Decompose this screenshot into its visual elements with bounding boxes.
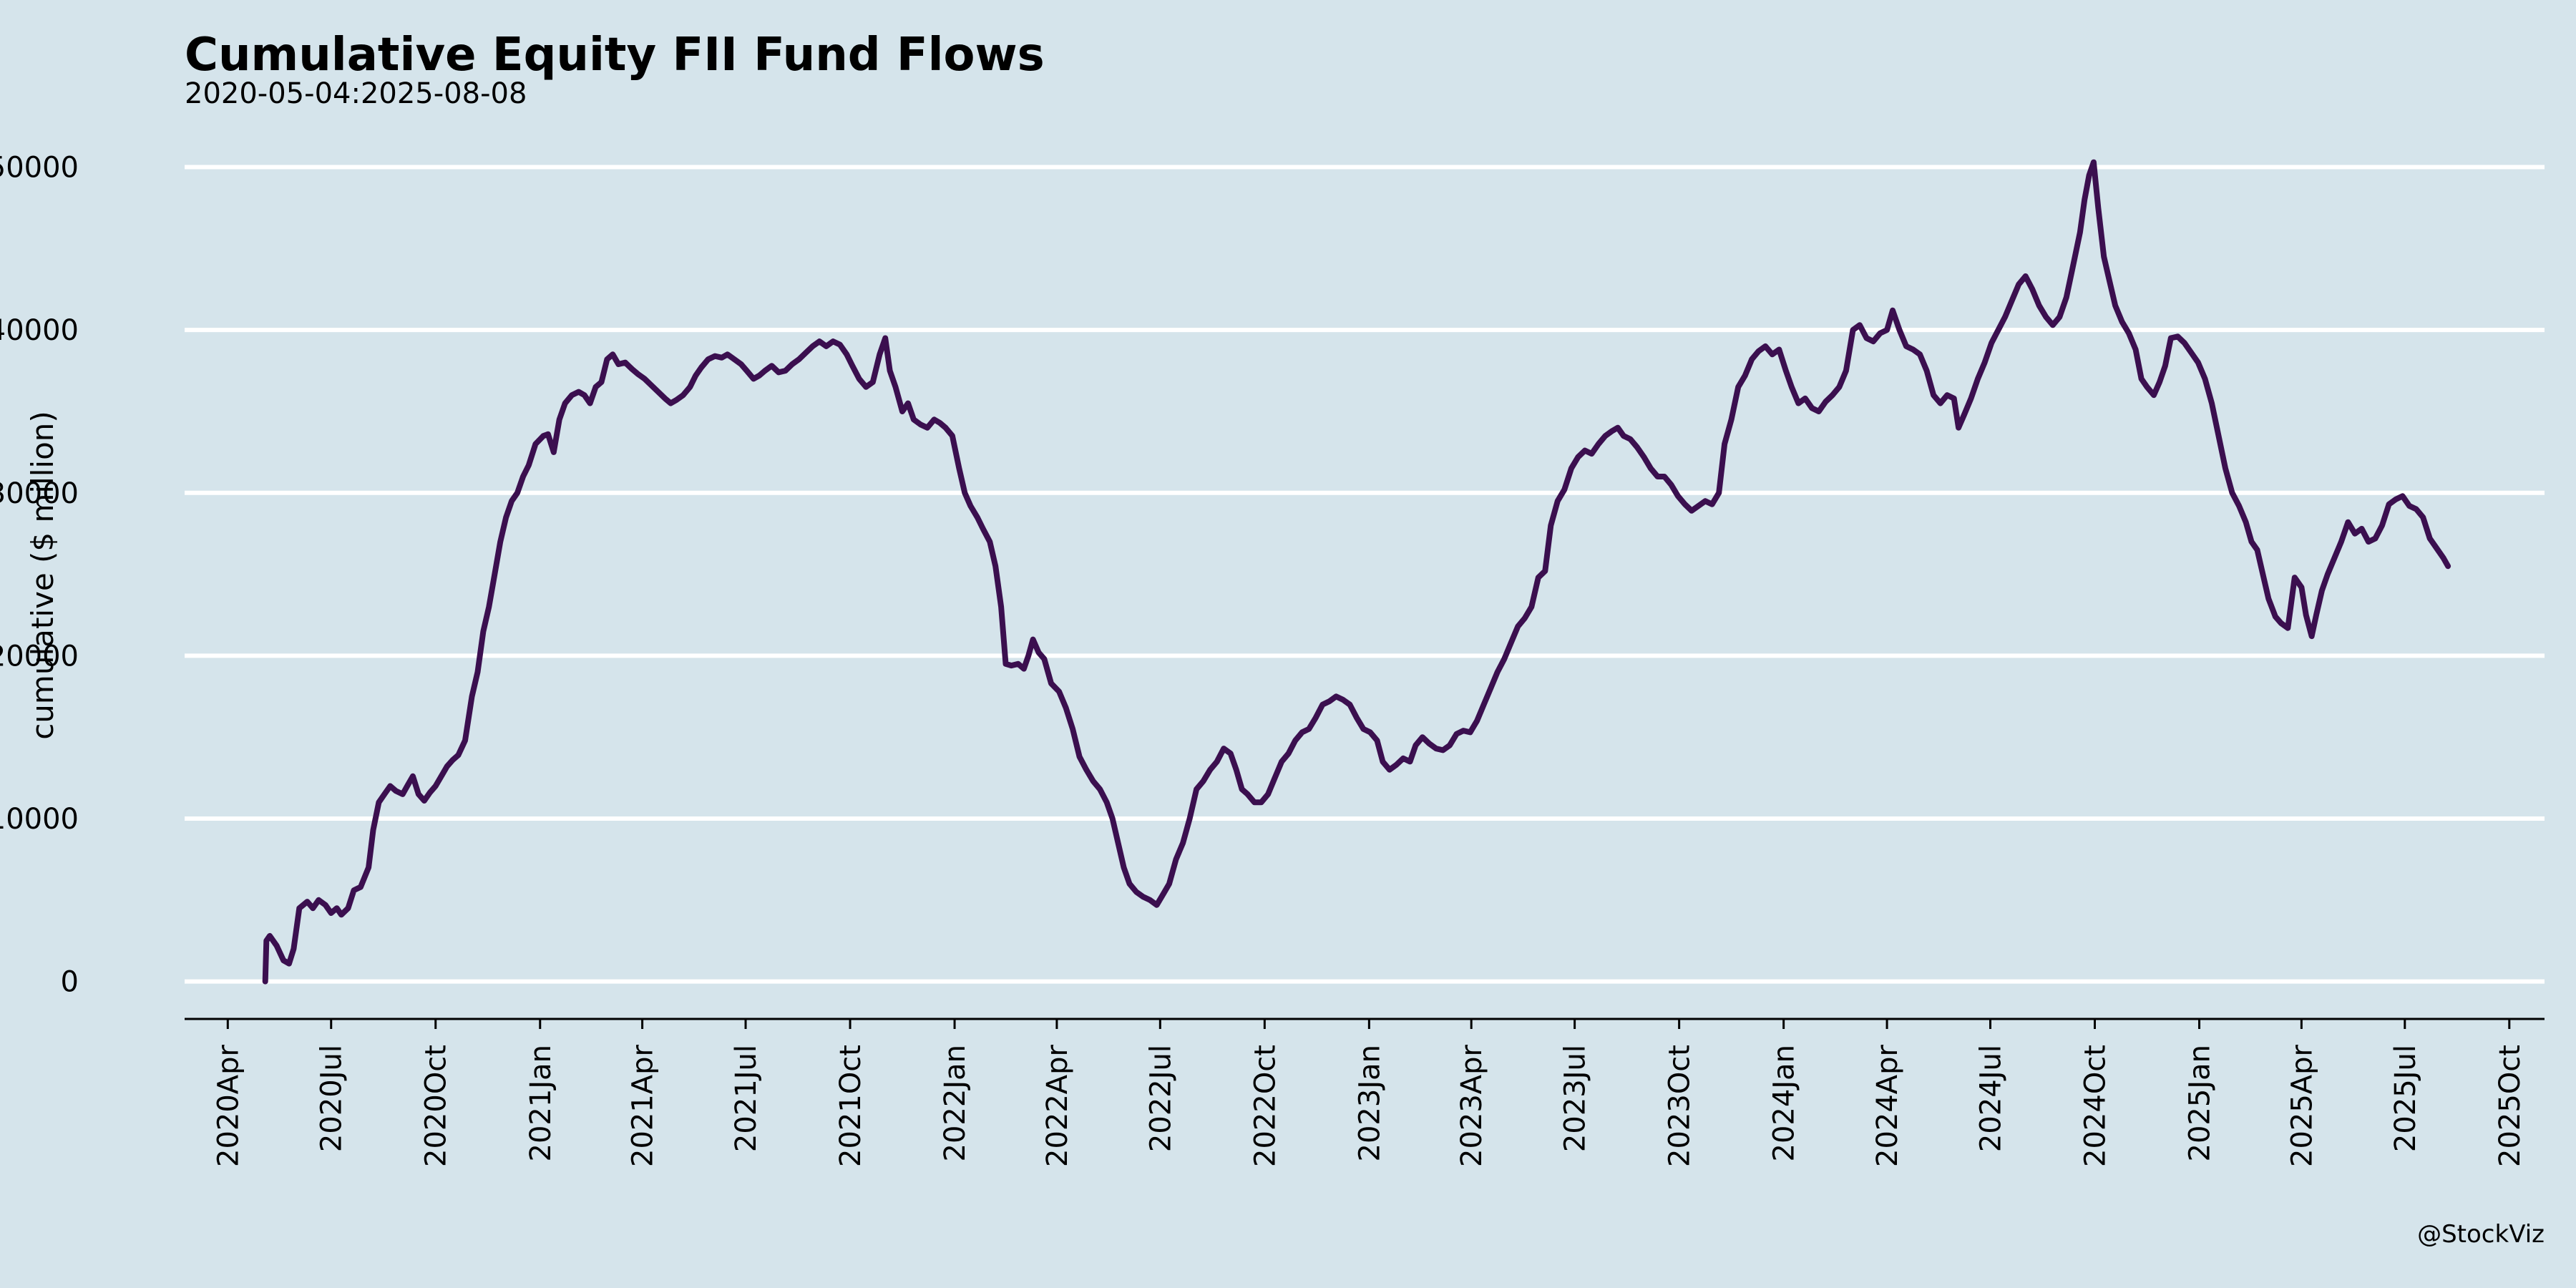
x-tick-label: 2024Jan [1768, 1045, 1801, 1161]
y-axis-title: cumulative ($ million) [25, 411, 60, 740]
y-axis-tick-labels: 0 10000 20000 30000 40000 50000 [0, 152, 79, 999]
x-tick-label: 2025Jan [2184, 1045, 2217, 1161]
x-tick-label: 2025Oct [2494, 1045, 2527, 1167]
x-tick-label: 2025Jul [2389, 1045, 2422, 1152]
y-tick-label: 30000 [0, 477, 79, 510]
chart-title: Cumulative Equity FII Fund Flows [185, 29, 1045, 82]
series-line-0 [262, 159, 2451, 985]
x-tick-label: 2023Oct [1664, 1045, 1697, 1167]
x-tick-label: 2020Oct [420, 1045, 453, 1167]
x-tick-label: 2021Apr [627, 1044, 660, 1167]
series-layer [262, 159, 2451, 985]
x-tick-label: 2024Jul [1974, 1045, 2007, 1152]
y-tick-label: 50000 [0, 152, 79, 185]
x-tick-label: 2022Oct [1249, 1045, 1282, 1167]
x-tick-label: 2022Jul [1144, 1045, 1177, 1152]
x-tick-label: 2021Jan [525, 1045, 557, 1161]
source-caption: @StockViz [2417, 1220, 2545, 1249]
x-tick-label: 2023Jul [1559, 1045, 1592, 1152]
y-tick-label: 20000 [0, 640, 79, 673]
x-tick-label: 2024Apr [1871, 1044, 1904, 1167]
x-tick-label: 2022Apr [1041, 1044, 1074, 1167]
y-tick-label: 40000 [0, 314, 79, 347]
y-tick-label: 10000 [0, 803, 79, 836]
gridlines [185, 165, 2545, 984]
x-tick-label: 2024Oct [2079, 1045, 2112, 1167]
x-tick-label: 2021Jul [730, 1045, 763, 1152]
x-tick-label: 2022Jan [939, 1045, 972, 1161]
chart-subtitle: 2020-05-04:2025-08-08 [185, 77, 527, 110]
x-tick-label: 2020Jul [316, 1045, 348, 1152]
x-tick-label: 2025Apr [2285, 1044, 2318, 1167]
x-axis: 2020Apr 2020Jul 2020Oct 2021Jan 2021Apr 2021J… [185, 1018, 2545, 1167]
x-tick-label: 2023Jan [1353, 1045, 1386, 1161]
x-tick-label: 2021Oct [834, 1045, 867, 1167]
x-tick-label: 2023Apr [1455, 1044, 1488, 1167]
y-tick-label: 0 [61, 966, 79, 999]
x-tick-label: 2020Apr [212, 1044, 245, 1167]
